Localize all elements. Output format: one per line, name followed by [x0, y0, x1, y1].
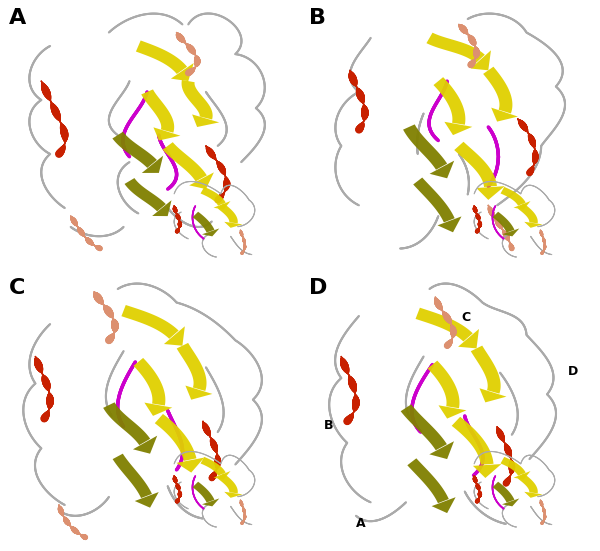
Polygon shape [433, 77, 466, 125]
Polygon shape [514, 201, 530, 209]
Polygon shape [403, 125, 447, 170]
Polygon shape [439, 406, 466, 419]
Polygon shape [407, 458, 449, 503]
Polygon shape [401, 404, 447, 450]
Text: C: C [9, 278, 25, 298]
Polygon shape [445, 122, 472, 135]
Polygon shape [176, 457, 204, 473]
Polygon shape [202, 499, 220, 506]
Text: D: D [309, 278, 328, 298]
Polygon shape [200, 187, 226, 206]
Polygon shape [470, 50, 491, 71]
Polygon shape [502, 229, 520, 236]
Polygon shape [514, 471, 530, 479]
Polygon shape [133, 436, 157, 453]
Polygon shape [218, 473, 238, 493]
Polygon shape [136, 40, 187, 74]
Polygon shape [416, 307, 473, 342]
Polygon shape [163, 142, 207, 181]
Polygon shape [500, 457, 526, 476]
Text: B: B [323, 419, 333, 433]
Polygon shape [113, 453, 152, 498]
Polygon shape [491, 107, 518, 122]
Polygon shape [133, 358, 166, 406]
Polygon shape [493, 212, 514, 233]
Polygon shape [493, 482, 514, 503]
Polygon shape [152, 200, 172, 216]
Polygon shape [500, 187, 526, 206]
Polygon shape [524, 222, 542, 228]
Polygon shape [121, 305, 179, 339]
Polygon shape [164, 326, 185, 345]
Polygon shape [413, 177, 455, 223]
Polygon shape [479, 388, 506, 402]
Polygon shape [192, 115, 219, 127]
Polygon shape [452, 417, 494, 465]
Polygon shape [145, 403, 172, 416]
Polygon shape [142, 156, 163, 173]
Polygon shape [189, 172, 214, 189]
Polygon shape [476, 186, 505, 200]
Polygon shape [193, 212, 214, 233]
Polygon shape [430, 441, 454, 459]
Polygon shape [141, 89, 174, 133]
Polygon shape [218, 203, 238, 223]
Text: D: D [568, 365, 578, 379]
Text: C: C [462, 311, 471, 325]
Polygon shape [437, 217, 461, 233]
Polygon shape [214, 471, 230, 479]
Polygon shape [502, 499, 520, 506]
Polygon shape [103, 402, 150, 445]
Polygon shape [202, 229, 220, 236]
Polygon shape [518, 203, 538, 223]
Text: A: A [356, 517, 365, 530]
Polygon shape [154, 127, 181, 141]
Polygon shape [524, 492, 542, 498]
Text: A: A [9, 8, 26, 28]
Polygon shape [171, 63, 194, 81]
Polygon shape [214, 201, 230, 209]
Polygon shape [193, 482, 214, 503]
Polygon shape [155, 414, 196, 461]
Polygon shape [125, 178, 166, 212]
Polygon shape [518, 473, 538, 493]
Polygon shape [428, 361, 460, 408]
Polygon shape [185, 386, 212, 399]
Text: B: B [309, 8, 326, 28]
Polygon shape [182, 80, 212, 120]
Polygon shape [200, 457, 226, 476]
Polygon shape [224, 492, 242, 498]
Polygon shape [112, 132, 157, 168]
Polygon shape [458, 329, 479, 348]
Polygon shape [473, 464, 502, 478]
Polygon shape [427, 33, 485, 63]
Polygon shape [224, 222, 242, 228]
Polygon shape [454, 142, 497, 187]
Polygon shape [471, 345, 500, 393]
Polygon shape [431, 497, 455, 513]
Polygon shape [135, 492, 159, 507]
Polygon shape [176, 343, 206, 391]
Polygon shape [483, 67, 512, 114]
Polygon shape [430, 161, 454, 179]
